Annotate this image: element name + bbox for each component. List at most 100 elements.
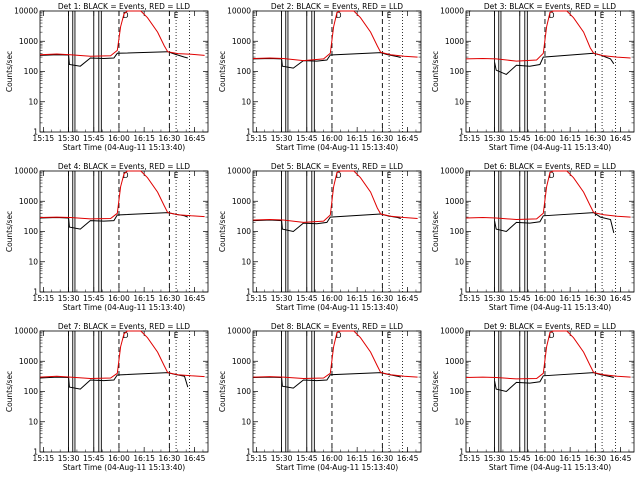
- lld-series-line: [39, 10, 205, 57]
- y-tick-label: 10: [454, 257, 464, 266]
- lld-series-line: [39, 170, 205, 220]
- detector-panel-2: Det 2: BLACK = Events, RED = LLD 1 10 100 10…: [213, 0, 426, 160]
- x-tick-label: 15:45: [296, 294, 318, 303]
- x-tick-label: 16:30: [372, 294, 394, 303]
- y-axis-label: Counts/sec: [5, 371, 14, 412]
- x-axis-label: Start Time (04-Aug-11 15:13:40): [276, 463, 398, 472]
- x-tick-label: 16:00: [108, 134, 130, 143]
- x-tick-label: 16:45: [184, 294, 206, 303]
- marker-letter-e: E: [600, 11, 605, 20]
- x-tick-label: 16:45: [184, 134, 206, 143]
- x-tick-label: 15:30: [484, 454, 506, 463]
- x-tick-label: 16:00: [534, 294, 556, 303]
- x-tick-label: 16:15: [346, 454, 368, 463]
- x-axis-label: Start Time (04-Aug-11 15:13:40): [276, 303, 398, 312]
- x-tick-label: 16:00: [321, 134, 343, 143]
- marker-letter-d: D: [549, 171, 555, 180]
- panel-title: Det 7: BLACK = Events, RED = LLD: [58, 322, 190, 331]
- lld-series-line: [252, 170, 418, 223]
- marker-letter-d: D: [336, 171, 342, 180]
- x-tick-label: 15:15: [33, 294, 55, 303]
- y-tick-label: 10000: [227, 327, 251, 336]
- panel-title: Det 2: BLACK = Events, RED = LLD: [271, 2, 403, 11]
- x-tick-label: 15:45: [509, 294, 531, 303]
- panel-title: Det 8: BLACK = Events, RED = LLD: [271, 322, 403, 331]
- x-axis-label: Start Time (04-Aug-11 15:13:40): [276, 143, 398, 152]
- lld-series-line: [465, 170, 631, 221]
- x-tick-label: 16:45: [397, 294, 419, 303]
- y-tick-label: 1000: [19, 357, 38, 366]
- events-series-line: [252, 52, 401, 69]
- lld-series-line: [252, 10, 418, 62]
- x-tick-label: 15:15: [246, 454, 268, 463]
- panel-title: Det 9: BLACK = Events, RED = LLD: [484, 322, 616, 331]
- y-tick-label: 100: [450, 227, 465, 236]
- y-tick-label: 100: [450, 387, 465, 396]
- panel-svg: Det 2: BLACK = Events, RED = LLD 1 10 100 10…: [218, 2, 422, 152]
- y-tick-label: 1000: [232, 37, 251, 46]
- y-tick-label: 1: [459, 448, 464, 457]
- events-series-line: [252, 372, 401, 389]
- y-tick-label: 10: [28, 257, 38, 266]
- x-tick-label: 16:30: [159, 454, 181, 463]
- x-tick-label: 16:30: [372, 134, 394, 143]
- events-series-line: [252, 213, 401, 233]
- plot-frame: [465, 10, 635, 133]
- events-series-line: [494, 52, 615, 75]
- y-tick-label: 100: [24, 67, 39, 76]
- marker-letter-d: D: [549, 331, 555, 340]
- lld-series-line: [252, 330, 418, 380]
- y-tick-label: 10000: [227, 167, 251, 176]
- x-axis-label: Start Time (04-Aug-11 15:13:40): [489, 143, 611, 152]
- y-tick-label: 1000: [19, 197, 38, 206]
- x-tick-label: 15:30: [484, 294, 506, 303]
- y-tick-label: 10000: [440, 327, 464, 336]
- marker-letter-e: E: [387, 331, 392, 340]
- y-tick-label: 1: [246, 288, 251, 297]
- panel-svg: Det 9: BLACK = Events, RED = LLD 1 10 100 10…: [431, 322, 635, 472]
- lld-series-line: [465, 330, 631, 380]
- x-tick-label: 15:30: [484, 134, 506, 143]
- x-tick-label: 15:15: [459, 134, 481, 143]
- y-axis-label: Counts/sec: [5, 211, 14, 252]
- plot-frame: [39, 10, 209, 133]
- y-tick-label: 1000: [232, 197, 251, 206]
- x-tick-label: 16:00: [108, 294, 130, 303]
- x-tick-label: 16:45: [610, 134, 632, 143]
- x-tick-label: 15:30: [271, 454, 293, 463]
- y-tick-label: 10: [28, 417, 38, 426]
- marker-letter-d: D: [123, 331, 129, 340]
- marker-letter-d: D: [336, 331, 342, 340]
- y-tick-label: 1: [33, 448, 38, 457]
- panel-title: Det 4: BLACK = Events, RED = LLD: [58, 162, 190, 171]
- x-tick-label: 16:15: [346, 294, 368, 303]
- x-tick-label: 15:15: [246, 134, 268, 143]
- x-tick-label: 16:30: [585, 454, 607, 463]
- panel-title: Det 5: BLACK = Events, RED = LLD: [271, 162, 403, 171]
- y-tick-label: 1000: [445, 357, 464, 366]
- y-axis-label: Counts/sec: [431, 211, 440, 252]
- x-axis-label: Start Time (04-Aug-11 15:13:40): [63, 143, 185, 152]
- x-tick-label: 16:00: [534, 454, 556, 463]
- y-tick-label: 10: [28, 97, 38, 106]
- y-tick-label: 1000: [19, 37, 38, 46]
- x-tick-label: 15:15: [246, 294, 268, 303]
- x-axis-label: Start Time (04-Aug-11 15:13:40): [489, 303, 611, 312]
- y-tick-label: 10: [241, 97, 251, 106]
- x-tick-label: 16:45: [610, 454, 632, 463]
- y-tick-label: 1: [459, 128, 464, 137]
- panel-title: Det 3: BLACK = Events, RED = LLD: [484, 2, 616, 11]
- marker-letter-e: E: [174, 171, 179, 180]
- x-tick-label: 15:30: [271, 294, 293, 303]
- x-tick-label: 16:30: [372, 454, 394, 463]
- x-tick-label: 15:45: [83, 134, 105, 143]
- marker-letter-e: E: [174, 331, 179, 340]
- x-tick-label: 16:15: [133, 294, 155, 303]
- plot-frame: [252, 10, 422, 133]
- x-tick-label: 15:30: [58, 294, 80, 303]
- x-tick-label: 16:15: [133, 134, 155, 143]
- marker-letter-d: D: [123, 11, 129, 20]
- x-tick-label: 16:00: [534, 134, 556, 143]
- x-tick-label: 15:15: [459, 294, 481, 303]
- x-tick-label: 15:15: [33, 454, 55, 463]
